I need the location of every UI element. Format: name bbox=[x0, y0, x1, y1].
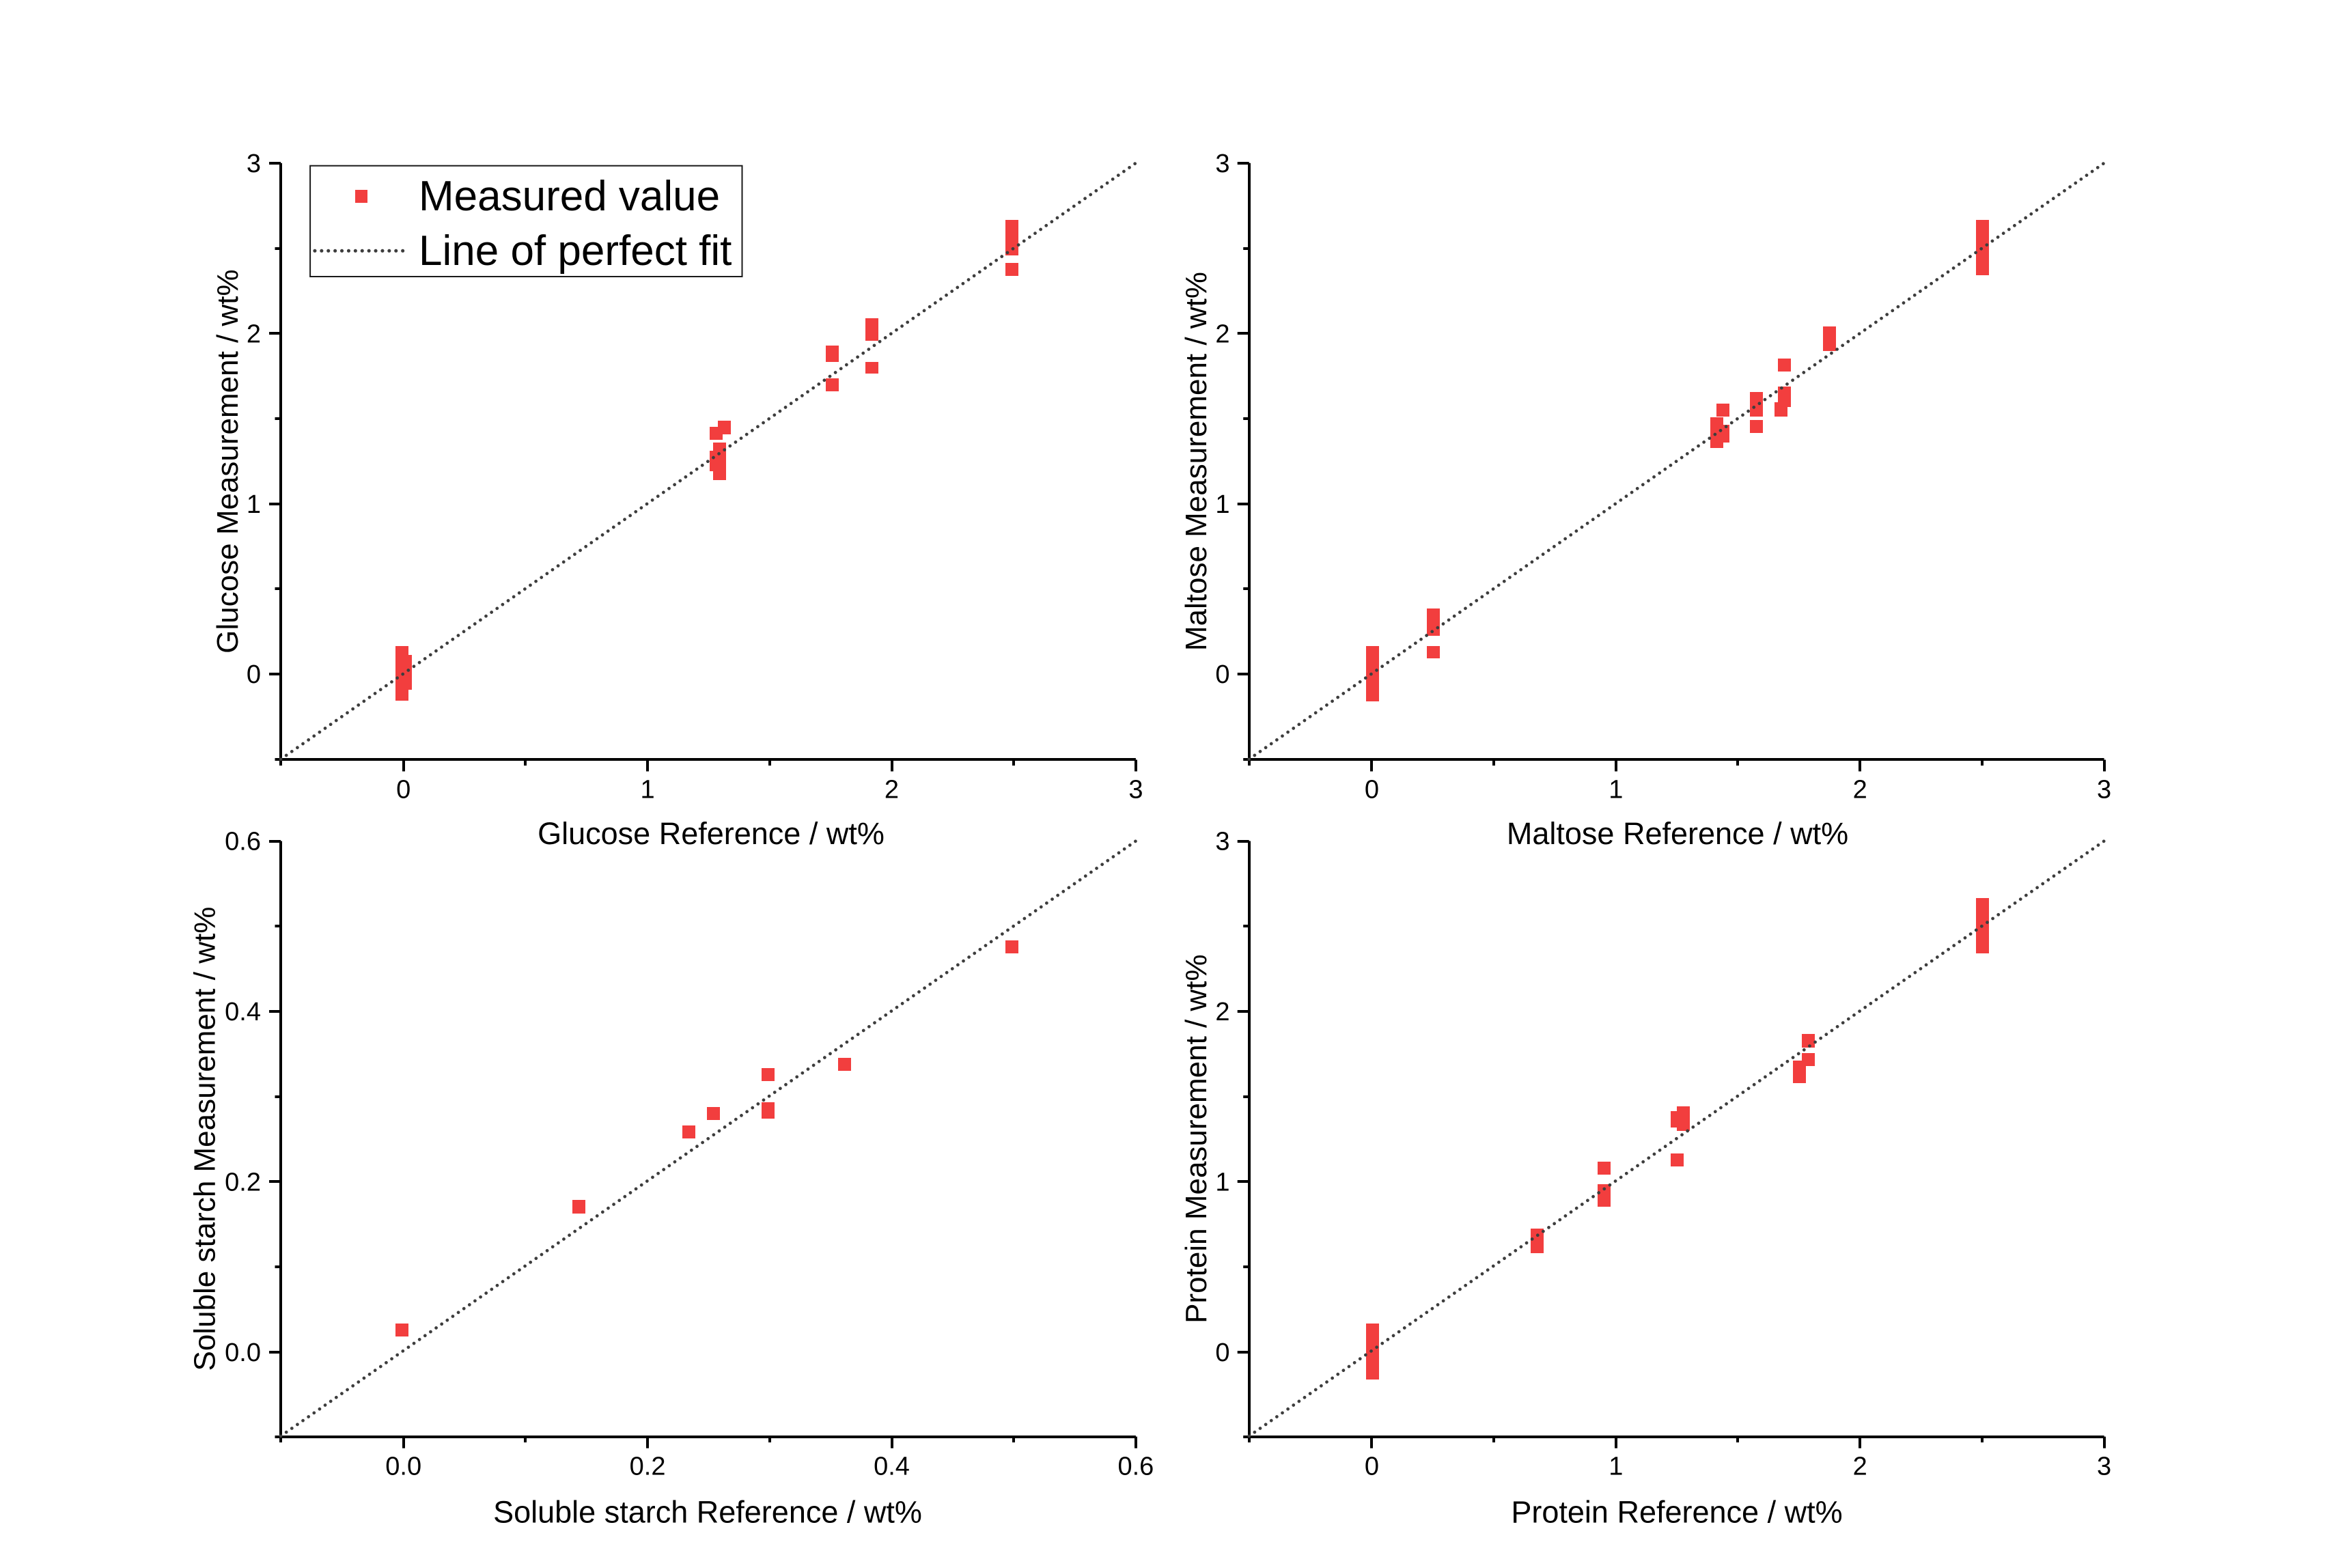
svg-text:Glucose Reference / wt%: Glucose Reference / wt% bbox=[538, 816, 885, 851]
svg-text:1: 1 bbox=[641, 776, 655, 804]
svg-text:2: 2 bbox=[1215, 998, 1229, 1026]
svg-text:0: 0 bbox=[396, 776, 410, 804]
svg-text:1: 1 bbox=[1609, 1453, 1623, 1481]
svg-text:2: 2 bbox=[247, 320, 261, 348]
svg-text:Line of perfect fit: Line of perfect fit bbox=[419, 227, 732, 275]
svg-text:0: 0 bbox=[1365, 1453, 1379, 1481]
svg-text:1: 1 bbox=[247, 490, 261, 519]
svg-text:0: 0 bbox=[1215, 660, 1229, 689]
svg-text:Maltose Measurement / wt%: Maltose Measurement / wt% bbox=[1180, 272, 1213, 651]
svg-text:0: 0 bbox=[247, 660, 261, 689]
svg-text:0.2: 0.2 bbox=[630, 1453, 666, 1481]
svg-text:3: 3 bbox=[1215, 828, 1229, 856]
svg-text:Protein Reference / wt%: Protein Reference / wt% bbox=[1511, 1495, 1842, 1530]
svg-text:0.6: 0.6 bbox=[1117, 1453, 1154, 1481]
svg-text:1: 1 bbox=[1215, 490, 1229, 519]
svg-text:Soluble starch Measurement / w: Soluble starch Measurement / wt% bbox=[189, 907, 222, 1371]
svg-text:2: 2 bbox=[1853, 1453, 1867, 1481]
svg-text:0.0: 0.0 bbox=[225, 1339, 261, 1367]
svg-text:3: 3 bbox=[1128, 776, 1143, 804]
svg-text:0: 0 bbox=[1215, 1339, 1229, 1367]
svg-text:3: 3 bbox=[247, 150, 261, 178]
svg-text:Soluble starch Reference / wt%: Soluble starch Reference / wt% bbox=[493, 1495, 922, 1530]
svg-text:1: 1 bbox=[1215, 1168, 1229, 1197]
svg-text:3: 3 bbox=[2097, 776, 2111, 804]
svg-text:0.6: 0.6 bbox=[225, 828, 261, 856]
svg-text:0.2: 0.2 bbox=[225, 1168, 261, 1197]
svg-text:2: 2 bbox=[885, 776, 899, 804]
svg-text:0.4: 0.4 bbox=[225, 998, 261, 1026]
svg-text:Glucose Measurement / wt%: Glucose Measurement / wt% bbox=[211, 269, 245, 653]
svg-text:0.4: 0.4 bbox=[874, 1453, 910, 1481]
svg-text:0: 0 bbox=[1365, 776, 1379, 804]
svg-text:3: 3 bbox=[2097, 1453, 2111, 1481]
svg-text:Protein Measurement / wt%: Protein Measurement / wt% bbox=[1180, 954, 1213, 1323]
svg-text:0.0: 0.0 bbox=[385, 1453, 421, 1481]
svg-text:2: 2 bbox=[1853, 776, 1867, 804]
svg-text:2: 2 bbox=[1215, 320, 1229, 348]
svg-text:Measured value: Measured value bbox=[419, 173, 720, 220]
svg-text:1: 1 bbox=[1609, 776, 1623, 804]
svg-text:Maltose Reference / wt%: Maltose Reference / wt% bbox=[1507, 816, 1848, 851]
svg-text:3: 3 bbox=[1215, 150, 1229, 178]
